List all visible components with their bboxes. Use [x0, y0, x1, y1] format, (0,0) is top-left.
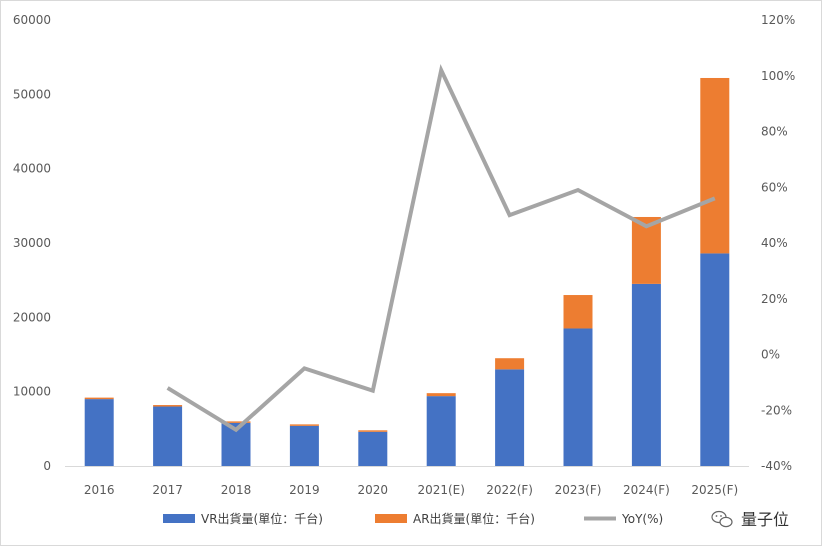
bar-vr: [289, 425, 319, 466]
watermark: 量子位: [711, 510, 789, 529]
left-tick-label: 30000: [13, 236, 51, 250]
bar-ar: [289, 424, 319, 426]
legend-swatch-vr: [163, 514, 195, 523]
bars: [84, 77, 730, 466]
right-tick-label: 60%: [761, 180, 788, 194]
left-tick-label: 40000: [13, 162, 51, 176]
bar-vr: [358, 431, 388, 466]
x-tick-label: 2025(F): [691, 483, 738, 497]
bar-ar: [495, 358, 525, 370]
x-tick-label: 2019: [289, 483, 320, 497]
left-axis: 0 10000 20000 30000 40000 50000 60000: [13, 13, 51, 473]
bar-ar: [563, 295, 593, 329]
bar-vr: [631, 283, 661, 466]
x-tick-label: 2018: [221, 483, 252, 497]
x-tick-label: 2021(E): [417, 483, 464, 497]
right-tick-label: -40%: [761, 459, 792, 473]
bar-ar: [426, 393, 456, 397]
bar-ar: [84, 397, 114, 400]
left-tick-label: 0: [43, 459, 51, 473]
right-tick-label: 100%: [761, 69, 795, 83]
yoy-line-group: [166, 63, 716, 433]
watermark-text: 量子位: [741, 510, 789, 529]
legend-label-yoy: YoY(%): [621, 512, 663, 526]
x-tick-label: 2022(F): [486, 483, 533, 497]
right-tick-label: 40%: [761, 236, 788, 250]
x-axis: 2016 2017 2018 2019 2020 2021(E) 2022(F) 2023(F…: [65, 466, 749, 497]
x-tick-label: 2017: [152, 483, 183, 497]
right-tick-label: 80%: [761, 125, 788, 139]
x-tick-label: 2023(F): [555, 483, 602, 497]
bar-vr: [495, 369, 525, 466]
legend-label-ar: AR出貨量(單位：千台): [413, 511, 535, 526]
left-tick-label: 20000: [13, 310, 51, 324]
left-tick-label: 50000: [13, 87, 51, 101]
right-tick-label: 0%: [761, 348, 780, 362]
legend-swatch-ar: [375, 514, 407, 523]
legend: VR出貨量(單位：千台) AR出貨量(單位：千台) YoY(%): [163, 511, 663, 526]
bar-ar: [153, 405, 183, 407]
bar-ar: [221, 421, 251, 423]
bar-vr: [84, 399, 114, 466]
bar-vr: [700, 253, 730, 466]
bar-vr: [563, 328, 593, 466]
wechat-icon: [711, 510, 733, 528]
x-tick-label: 2016: [84, 483, 115, 497]
bar-vr: [153, 406, 183, 466]
bar-ar: [700, 77, 730, 254]
yoy-line: [166, 63, 716, 433]
right-axis: -40% -20% 0% 20% 40% 60% 80% 100% 120%: [761, 13, 795, 473]
x-tick-label: 2020: [358, 483, 389, 497]
right-tick-label: 20%: [761, 292, 788, 306]
right-tick-label: -20%: [761, 403, 792, 417]
bar-ar: [358, 430, 388, 432]
bar-vr: [426, 396, 456, 466]
legend-label-vr: VR出貨量(單位：千台): [201, 511, 323, 526]
left-tick-label: 10000: [13, 385, 51, 399]
right-tick-label: 120%: [761, 13, 795, 27]
left-tick-label: 60000: [13, 13, 51, 27]
x-tick-label: 2024(F): [623, 483, 670, 497]
